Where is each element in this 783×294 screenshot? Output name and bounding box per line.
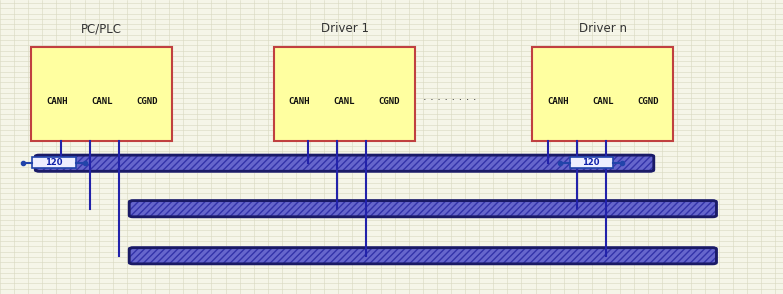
Text: Driver n: Driver n [579,22,627,35]
Text: CGND: CGND [379,97,400,106]
FancyBboxPatch shape [532,47,673,141]
Text: CGND: CGND [637,97,659,106]
Text: CANL: CANL [592,97,614,106]
FancyBboxPatch shape [129,248,716,264]
Text: 120: 120 [583,158,600,167]
FancyBboxPatch shape [129,201,716,217]
FancyBboxPatch shape [274,47,415,141]
Text: CANH: CANH [547,97,568,106]
Text: CANH: CANH [289,97,310,106]
Text: . . . . . . . .: . . . . . . . . [424,92,477,102]
Text: PC/PLC: PC/PLC [81,22,122,35]
FancyBboxPatch shape [31,47,172,141]
Text: 120: 120 [45,158,63,167]
Bar [33,157,75,168]
Text: Driver 1: Driver 1 [320,22,369,35]
Text: CANL: CANL [91,97,113,106]
Text: CANL: CANL [334,97,355,106]
Bar [569,157,612,168]
Text: CANH: CANH [46,97,67,106]
Text: CGND: CGND [136,97,157,106]
FancyBboxPatch shape [35,155,654,171]
